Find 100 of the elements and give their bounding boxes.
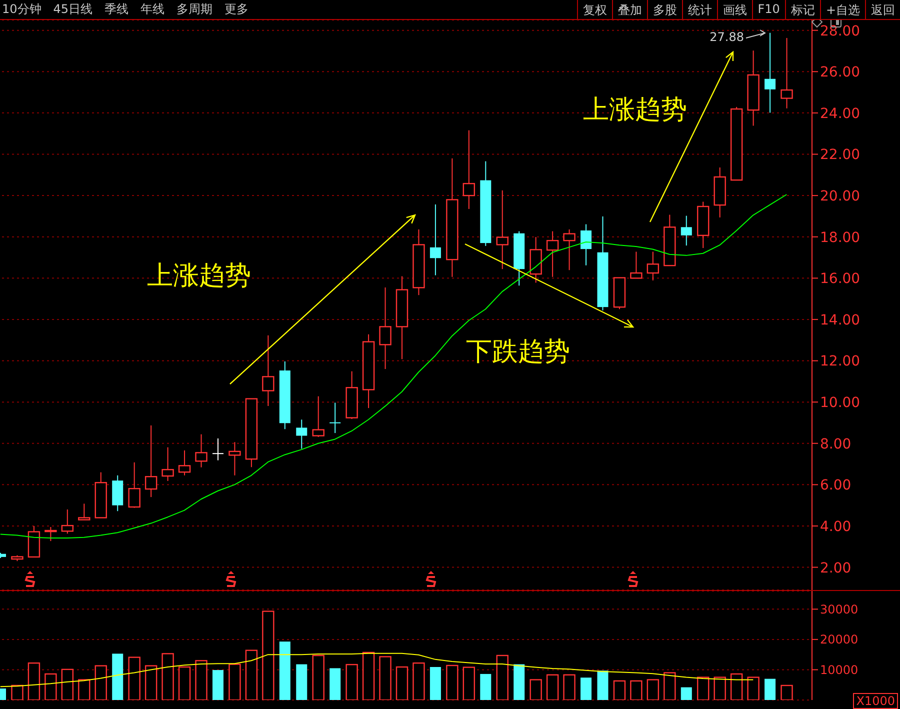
y-axis-title: X1000 xyxy=(853,693,898,709)
y-tick-label: 4.00 xyxy=(820,518,852,535)
text: +自选 xyxy=(820,0,865,19)
y-tick-label: 20.00 xyxy=(820,188,860,205)
text: 年线 xyxy=(140,1,165,18)
y-tick-label: 30000 xyxy=(820,602,858,616)
text: 45日线 xyxy=(53,1,93,18)
annotation: 27.88 xyxy=(710,30,744,44)
bar xyxy=(530,679,542,700)
y-tick-label: 22.00 xyxy=(820,147,860,164)
candlestick xyxy=(546,230,559,278)
bar xyxy=(362,652,375,700)
bar xyxy=(780,684,793,700)
bar xyxy=(195,660,208,700)
bar xyxy=(228,664,241,700)
bar xyxy=(396,666,408,700)
y-tick-label: 10000 xyxy=(820,662,858,677)
bar xyxy=(714,676,726,700)
candlestick xyxy=(680,215,692,246)
text: 更多 xyxy=(224,1,249,18)
bar xyxy=(330,668,341,700)
candlestick xyxy=(563,228,576,271)
bar xyxy=(379,656,392,700)
bar xyxy=(480,674,492,700)
bar xyxy=(162,653,174,700)
y-tick-label: 20000 xyxy=(820,632,858,647)
annotation: 下跌趋势 xyxy=(466,336,570,369)
bar xyxy=(296,664,308,700)
bar xyxy=(446,664,458,700)
bar xyxy=(664,672,676,700)
bar xyxy=(613,680,626,700)
bar xyxy=(94,665,107,700)
candlestick xyxy=(228,442,241,476)
bar xyxy=(279,642,290,700)
candlestick xyxy=(496,190,508,270)
bar xyxy=(61,668,74,700)
bar xyxy=(747,676,760,700)
bar xyxy=(697,676,710,700)
bar xyxy=(212,670,224,700)
text: 复权 xyxy=(576,0,612,19)
bar xyxy=(412,662,425,700)
candlestick xyxy=(312,396,324,438)
candlestick xyxy=(630,251,642,279)
candlestick xyxy=(78,503,90,520)
candlestick xyxy=(764,32,776,114)
text: 标记 xyxy=(784,0,820,19)
candlestick xyxy=(646,251,660,281)
candlestick xyxy=(61,508,74,534)
text: 返回 xyxy=(865,0,900,19)
y-tick-label: 10.00 xyxy=(820,395,860,412)
y-tick-label: 12.00 xyxy=(820,354,860,370)
y-tick-label: 16.00 xyxy=(820,271,860,288)
bar xyxy=(496,654,508,700)
y-tick-label: 26.00 xyxy=(820,64,860,81)
text: F10 xyxy=(752,0,785,19)
bar xyxy=(262,610,274,700)
text: 叠加 xyxy=(612,0,647,19)
bar xyxy=(346,664,358,700)
bar xyxy=(245,650,258,700)
text: 统计 xyxy=(682,0,717,19)
bar xyxy=(630,680,642,700)
y-tick-label: 6.00 xyxy=(820,478,852,494)
candlestick xyxy=(430,204,441,276)
y-tick-label: 14.00 xyxy=(820,312,860,328)
y-tick-label: 8.00 xyxy=(820,436,852,452)
bar xyxy=(597,670,608,700)
text: 画线 xyxy=(716,0,752,19)
line-series xyxy=(0,194,788,538)
bar xyxy=(680,687,692,700)
candlestick xyxy=(128,462,140,508)
annotation: 上涨趋势 xyxy=(583,94,687,127)
candlestick xyxy=(580,224,592,266)
candlestick xyxy=(44,526,57,542)
y-tick-label: 2.00 xyxy=(820,560,852,576)
bar xyxy=(44,673,57,700)
bar xyxy=(178,666,191,700)
annotation: 上涨趋势 xyxy=(147,260,251,293)
y-tick-label: 18.00 xyxy=(820,230,860,246)
y-tick-label: 24.00 xyxy=(820,106,860,122)
bar xyxy=(546,674,559,700)
y-tick-label: 28.00 xyxy=(820,23,860,40)
bar xyxy=(764,678,776,700)
bar xyxy=(28,662,40,700)
bar xyxy=(312,654,324,700)
candlestick xyxy=(178,450,191,476)
text: 多周期 xyxy=(176,1,213,18)
candlestick xyxy=(780,37,793,109)
candlestick xyxy=(462,130,476,210)
line-series xyxy=(0,652,754,688)
bar xyxy=(128,656,140,700)
text: 多股 xyxy=(646,0,682,19)
candlestick xyxy=(212,438,224,461)
bar xyxy=(514,664,525,700)
text: 10分钟 xyxy=(2,1,42,18)
bar xyxy=(580,678,592,700)
text: 季线 xyxy=(104,1,129,18)
candlestick xyxy=(330,402,341,434)
candlestick xyxy=(296,419,308,450)
bar xyxy=(112,654,124,700)
bar xyxy=(462,666,476,700)
